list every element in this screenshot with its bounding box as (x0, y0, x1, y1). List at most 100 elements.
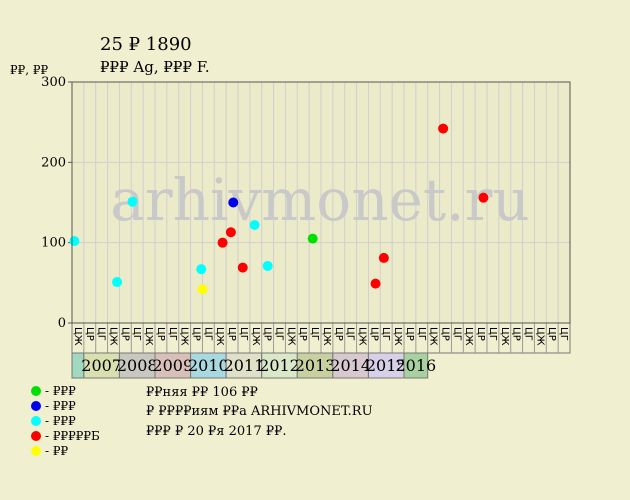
y-axis: 0 100 200 300 (41, 75, 72, 331)
month-label: ЦГ (487, 327, 498, 341)
month-label: ЦГ (202, 327, 213, 341)
data-point-series-2 (127, 196, 138, 207)
legend-label: - ₽₽ (45, 444, 69, 458)
month-label: ЦЖ (285, 327, 296, 346)
data-point-series-2 (262, 260, 273, 271)
month-label: ЦГ (416, 327, 427, 341)
month-label: ЦР (511, 327, 522, 341)
month-label: ЦР (191, 327, 202, 341)
grid (72, 82, 570, 323)
month-label: ЦЖ (463, 327, 474, 346)
data-point-series-3 (217, 237, 228, 248)
data-point-series-2 (112, 277, 123, 288)
month-label: ЦР (226, 327, 237, 341)
data-point-series-2 (196, 264, 207, 275)
month-axis: ЦЖ ЦР ЦГ ЦЖ ЦР ЦГ ЦЖ ЦР ЦГ ЦЖ ЦР ЦГ ЦЖ ЦР ЦГ ЦЖ ЦР ЦГ ЦЖ ЦР… (71, 322, 571, 354)
month-label: ЦР (262, 327, 273, 341)
chart-subtitle: ₽₽₽ Ag, ₽₽₽ F. (100, 58, 210, 76)
data-point-series-3 (378, 252, 389, 263)
year-cell (296, 352, 334, 379)
data-point-series-0 (307, 233, 318, 244)
year-label: 2014 (330, 356, 371, 375)
data-point-series-1 (228, 197, 239, 208)
month-label: ЦЖ (108, 327, 119, 346)
month-label: ЦГ (131, 327, 142, 341)
watermark: arhivmonet.ru (110, 166, 529, 234)
info-line-1: ₽₽няя ₽₽ 106 ₽₽ (146, 385, 258, 400)
legend-marker (31, 431, 41, 441)
year-label: 2011 (224, 356, 265, 375)
month-label: ЦР (546, 327, 557, 341)
data-point-series-3 (370, 278, 381, 289)
month-label: ЦГ (238, 327, 249, 341)
info-line-3: ₽₽₽ ₽ 20 ₽я 2017 ₽₽. (146, 424, 287, 439)
info-line-2: ₽ ₽₽₽₽иям ₽₽а ARHIVMONET.RU (146, 404, 373, 419)
data-point-series-3 (237, 262, 248, 273)
month-label: ЦГ (558, 327, 569, 341)
month-label: ЦГ (523, 327, 534, 341)
year-cell (367, 352, 405, 379)
y-tick-label: 200 (41, 155, 66, 170)
legend-marker (31, 416, 41, 426)
legend: - ₽₽₽- ₽₽₽- ₽₽₽- ₽₽₽₽₽Б- ₽₽ (31, 384, 100, 458)
month-label: ЦЖ (143, 327, 154, 346)
y-tick-label: 100 (41, 236, 66, 251)
month-label: ЦЖ (214, 327, 225, 346)
month-label: ЦГ (380, 327, 391, 341)
data-points (69, 123, 489, 295)
month-label: ЦГ (96, 327, 107, 341)
month-label: ЦР (475, 327, 486, 341)
y-tick-label: 300 (41, 75, 66, 90)
year-cell (190, 352, 227, 379)
year-label: 2007 (81, 356, 122, 375)
month-label: ЦЖ (428, 327, 439, 346)
y-axis-label: ₽₽, ₽₽ (10, 63, 49, 77)
data-point-series-2 (249, 219, 260, 230)
year-label: 2008 (117, 356, 158, 375)
year-label: 2009 (152, 356, 193, 375)
legend-marker (31, 386, 41, 396)
year-cell (83, 352, 120, 379)
legend-marker (31, 401, 41, 411)
data-point-series-4 (197, 284, 208, 295)
month-label: ЦР (119, 327, 130, 341)
year-label: 2010 (188, 356, 229, 375)
year-cell (332, 352, 369, 379)
legend-label: - ₽₽₽ (45, 384, 76, 398)
month-label: ЦР (404, 327, 415, 341)
month-label: ЦР (368, 327, 379, 341)
year-label: 2013 (295, 356, 336, 375)
month-label: ЦР (333, 327, 344, 341)
month-label: ЦР (440, 327, 451, 341)
data-point-series-3 (478, 192, 489, 203)
month-label: ЦГ (167, 327, 178, 341)
data-point-series-2 (69, 236, 80, 247)
legend-label: - ₽₽₽ (45, 414, 76, 428)
year-cell (403, 352, 429, 379)
month-label: ЦЖ (321, 327, 332, 346)
year-label: 2015 (366, 356, 407, 375)
month-label: ЦР (155, 327, 166, 341)
year-cell (154, 352, 192, 379)
month-label: ЦГ (274, 327, 285, 341)
data-point-series-3 (438, 123, 449, 134)
year-label: 2012 (259, 356, 300, 375)
month-label: ЦГ (345, 327, 356, 341)
month-label: ЦЖ (357, 327, 368, 346)
month-label: ЦЖ (250, 327, 261, 346)
month-label: ЦЖ (72, 327, 83, 346)
data-point-series-3 (225, 227, 236, 238)
year-cell (225, 352, 263, 379)
legend-label: - ₽₽₽ (45, 399, 76, 413)
month-label: ЦЖ (534, 327, 545, 346)
year-cell (118, 352, 156, 379)
legend-marker (31, 446, 41, 456)
month-label: ЦР (297, 327, 308, 341)
plot-frame (71, 81, 571, 324)
month-label: ЦЖ (499, 327, 510, 346)
year-cell (261, 352, 298, 379)
y-tick-label: 0 (58, 316, 66, 331)
month-label: ЦР (84, 327, 95, 341)
